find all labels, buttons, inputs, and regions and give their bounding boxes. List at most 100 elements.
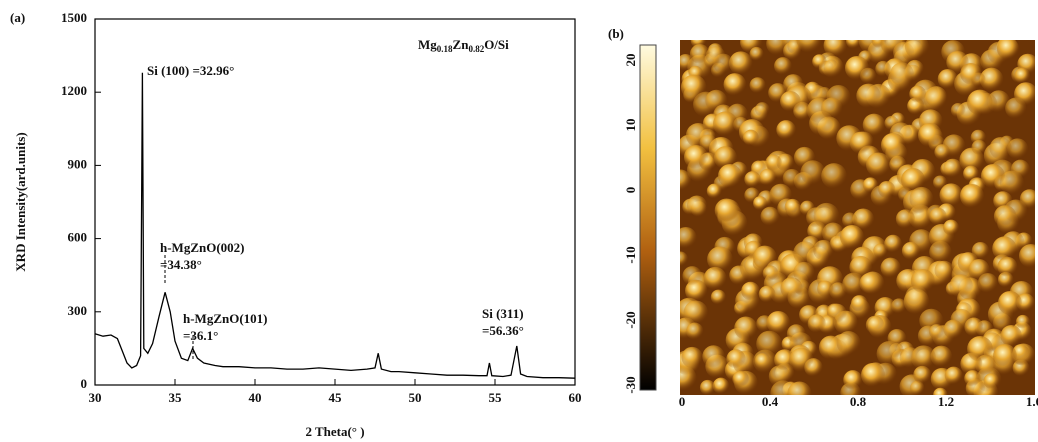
grain: [680, 251, 689, 267]
grain: [793, 261, 815, 284]
sample-label: Mg0.18Zn0.82O/Si: [418, 37, 509, 54]
grain: [996, 40, 1020, 60]
grain: [1019, 189, 1035, 209]
bright-grain: [840, 225, 864, 249]
grain: [966, 89, 993, 116]
colorbar-label: 0: [623, 187, 638, 194]
grain: [686, 195, 707, 216]
grain: [774, 57, 792, 75]
grain: [1015, 314, 1030, 329]
x-tick-label: 45: [329, 390, 343, 405]
grain: [705, 89, 728, 112]
grain: [762, 265, 779, 282]
grain: [752, 245, 777, 270]
grain: [787, 381, 812, 395]
grain: [749, 77, 766, 94]
grain: [680, 74, 707, 100]
bright-grain: [918, 123, 942, 147]
grain: [929, 207, 947, 226]
grain: [782, 168, 802, 188]
grain: [760, 206, 780, 226]
grain: [836, 331, 861, 355]
annotation: Si (100) =32.96°: [147, 63, 234, 78]
grain: [997, 256, 1018, 277]
grain: [683, 300, 708, 325]
afm-x-tick-label: 0.8: [850, 394, 867, 409]
y-tick-label: 1200: [61, 83, 87, 98]
grain: [890, 62, 914, 87]
grain: [1014, 82, 1035, 106]
grain: [909, 85, 927, 103]
grain: [689, 44, 710, 64]
grain: [895, 209, 916, 229]
grain: [950, 102, 966, 118]
grain: [862, 113, 886, 137]
grain: [682, 266, 702, 286]
grain: [713, 111, 738, 137]
grain: [749, 46, 764, 61]
grain: [712, 377, 730, 395]
grain: [705, 46, 726, 66]
grain: [989, 137, 1012, 160]
grain: [681, 346, 703, 369]
grain: [933, 175, 948, 190]
grain: [910, 268, 935, 294]
grain: [812, 54, 827, 69]
grain: [703, 266, 727, 290]
grain: [992, 236, 1017, 261]
grain: [909, 186, 934, 211]
grain: [933, 387, 948, 395]
grain: [929, 324, 945, 340]
x-tick-label: 30: [89, 390, 102, 405]
grain: [807, 314, 826, 333]
grain: [680, 226, 697, 249]
grain: [983, 373, 1000, 389]
bright-grain: [998, 291, 1022, 315]
grain: [755, 102, 770, 117]
colorbar-label: -30: [623, 376, 638, 393]
grain: [963, 165, 979, 182]
grain: [884, 234, 902, 253]
grain: [776, 120, 796, 140]
bright-grain: [718, 164, 742, 188]
grain: [944, 366, 963, 385]
grain: [842, 212, 858, 229]
grain: [1014, 67, 1031, 84]
grain: [999, 170, 1024, 195]
grain: [817, 280, 834, 298]
grain: [993, 205, 1017, 228]
grain: [880, 40, 902, 55]
bright-grain: [981, 164, 1005, 188]
grain: [875, 60, 892, 77]
x-tick-label: 60: [569, 390, 582, 405]
bright-grain: [845, 56, 869, 80]
grain: [849, 131, 873, 155]
grain: [680, 54, 694, 71]
grain: [904, 40, 930, 59]
grain: [913, 365, 932, 384]
x-tick-label: 50: [409, 390, 422, 405]
y-tick-label: 0: [81, 376, 88, 391]
y-tick-label: 300: [68, 303, 88, 318]
grain: [820, 97, 843, 120]
grains: [680, 40, 1035, 395]
bright-grain: [881, 133, 905, 157]
grain: [768, 365, 791, 388]
y-tick-label: 1500: [61, 10, 87, 25]
grain: [946, 50, 969, 74]
annotation: h-MgZnO(101): [183, 311, 268, 326]
grain: [843, 370, 863, 390]
grain: [766, 310, 790, 335]
grain: [765, 154, 782, 172]
colorbar: [639, 44, 657, 391]
grain: [923, 87, 947, 111]
grain: [699, 134, 718, 152]
grain: [876, 341, 902, 367]
grain: [880, 257, 901, 278]
colorbar-label: -20: [623, 311, 638, 328]
grain: [714, 198, 739, 223]
grain: [850, 295, 868, 312]
grain: [789, 347, 814, 373]
grain: [949, 274, 973, 298]
grain: [943, 219, 960, 236]
